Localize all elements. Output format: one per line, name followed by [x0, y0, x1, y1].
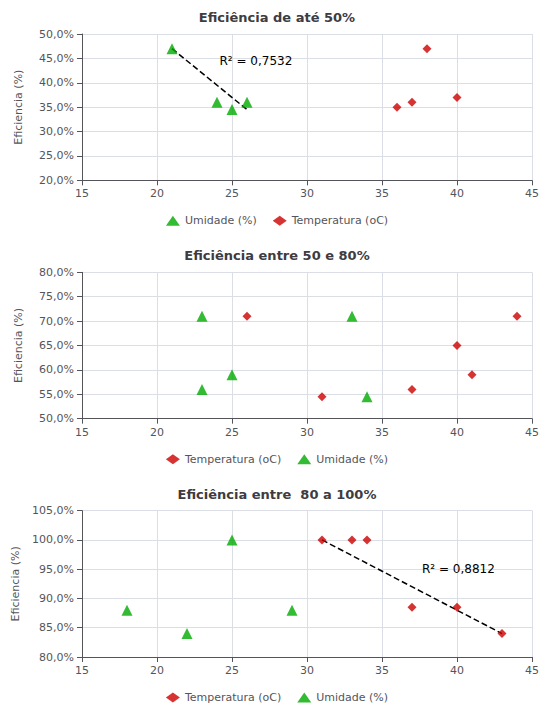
svg-text:55,0%: 55,0% [39, 388, 74, 401]
svg-text:Temperatura (oC): Temperatura (oC) [291, 214, 388, 227]
svg-text:20: 20 [150, 664, 164, 677]
svg-text:25: 25 [225, 187, 239, 200]
svg-text:80,0%: 80,0% [39, 651, 74, 664]
svg-text:Eficiência de até 50%: Eficiência de até 50% [199, 10, 355, 25]
svg-text:Eficiencia (%): Eficiencia (%) [12, 308, 25, 383]
svg-text:Umidade (%): Umidade (%) [316, 453, 388, 466]
svg-text:30,0%: 30,0% [39, 125, 74, 138]
svg-text:Eficiencia (%): Eficiencia (%) [12, 70, 25, 145]
svg-text:Eficiencia (%): Eficiencia (%) [9, 546, 22, 621]
svg-text:R² = 0,8812: R² = 0,8812 [422, 562, 495, 576]
svg-text:20,0%: 20,0% [39, 174, 74, 187]
svg-text:100,0%: 100,0% [32, 533, 74, 546]
svg-text:20: 20 [150, 426, 164, 439]
svg-text:35: 35 [375, 426, 389, 439]
svg-text:45: 45 [525, 426, 539, 439]
svg-text:Eficiência entre 80 a 100%: Eficiência entre 80 a 100% [178, 487, 377, 502]
svg-text:15: 15 [75, 426, 89, 439]
svg-text:70,0%: 70,0% [39, 315, 74, 328]
svg-text:75,0%: 75,0% [39, 290, 74, 303]
svg-text:40: 40 [450, 664, 464, 677]
svg-text:40,0%: 40,0% [39, 76, 74, 89]
svg-text:40: 40 [450, 187, 464, 200]
svg-text:50,0%: 50,0% [39, 412, 74, 425]
svg-text:65,0%: 65,0% [39, 339, 74, 352]
svg-text:40: 40 [450, 426, 464, 439]
svg-text:15: 15 [75, 187, 89, 200]
svg-text:25: 25 [225, 426, 239, 439]
svg-text:Temperatura (oC): Temperatura (oC) [184, 691, 281, 704]
svg-text:Temperatura (oC): Temperatura (oC) [184, 453, 281, 466]
svg-text:15: 15 [75, 664, 89, 677]
svg-text:50,0%: 50,0% [39, 28, 74, 41]
svg-text:25: 25 [225, 664, 239, 677]
svg-text:60,0%: 60,0% [39, 363, 74, 376]
svg-text:45: 45 [525, 187, 539, 200]
svg-text:Umidade (%): Umidade (%) [185, 214, 257, 227]
svg-text:45,0%: 45,0% [39, 52, 74, 65]
svg-text:85,0%: 85,0% [39, 621, 74, 634]
svg-text:35,0%: 35,0% [39, 101, 74, 114]
svg-text:95,0%: 95,0% [39, 563, 74, 576]
svg-text:30: 30 [300, 664, 314, 677]
svg-text:20: 20 [150, 187, 164, 200]
svg-text:Umidade (%): Umidade (%) [316, 691, 388, 704]
svg-text:30: 30 [300, 426, 314, 439]
svg-text:80,0%: 80,0% [39, 266, 74, 279]
svg-text:105,0%: 105,0% [32, 504, 74, 517]
svg-text:R² = 0,7532: R² = 0,7532 [220, 54, 293, 68]
svg-text:35: 35 [375, 664, 389, 677]
svg-text:45: 45 [525, 664, 539, 677]
svg-text:90,0%: 90,0% [39, 592, 74, 605]
svg-text:25,0%: 25,0% [39, 149, 74, 162]
svg-text:35: 35 [375, 187, 389, 200]
svg-text:30: 30 [300, 187, 314, 200]
svg-text:Eficiência entre 50 e 80%: Eficiência entre 50 e 80% [184, 248, 369, 263]
